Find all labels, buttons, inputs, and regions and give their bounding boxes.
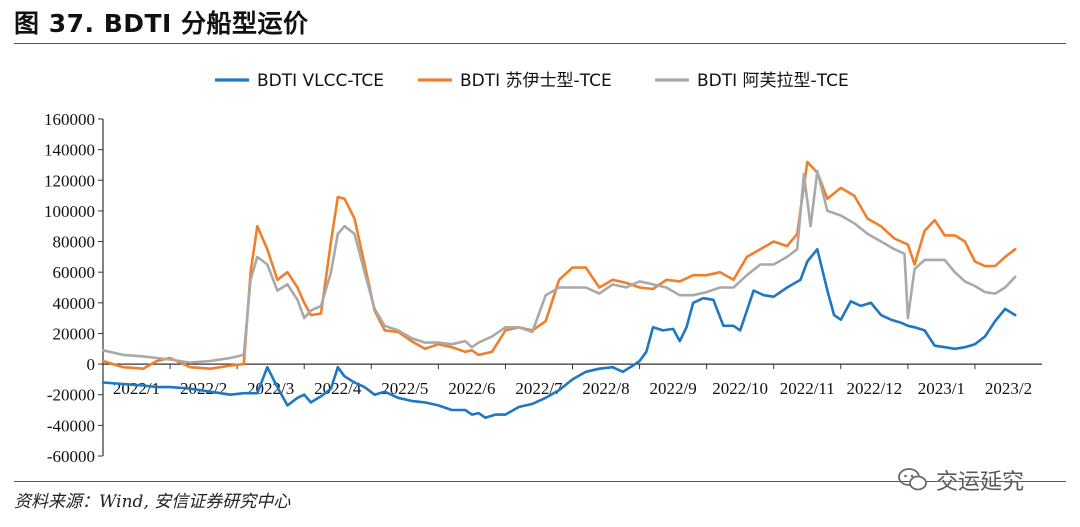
x-tick-label: 2022/10 xyxy=(712,379,768,398)
line-chart: BDTI VLCC-TCE BDTI 苏伊士型-TCE BDTI 阿芙拉型-TCE … xyxy=(44,71,1042,466)
chart-series xyxy=(101,160,1017,420)
y-tick-label: 160000 xyxy=(44,110,95,129)
x-tick-label: 2022/5 xyxy=(381,379,428,398)
watermark: 交运延究 xyxy=(898,460,1048,500)
wechat-icon xyxy=(898,468,927,491)
x-tick-label: 2023/2 xyxy=(985,379,1032,398)
x-tick-label: 2022/7 xyxy=(515,379,563,398)
x-tick-label: 2022/12 xyxy=(846,379,902,398)
y-tick-label: 40000 xyxy=(53,294,96,313)
source-divider xyxy=(14,481,1066,482)
x-tick-label: 2023/1 xyxy=(918,379,965,398)
title-divider xyxy=(14,43,1066,44)
y-tick-label: 60000 xyxy=(53,263,96,282)
x-tick-label: 2022/9 xyxy=(649,379,696,398)
y-tick-label: 100000 xyxy=(44,202,95,221)
series-line-3 xyxy=(101,169,1017,364)
chart-axes: -60000 -40000 -20000 0 20000 40000 60000 80000 1… xyxy=(44,110,1042,466)
y-tick-label: 0 xyxy=(87,355,96,374)
x-tick-label: 2022/11 xyxy=(780,379,835,398)
series-line-1 xyxy=(101,247,1017,420)
figure-title: 图 37. BDTI 分船型运价 xyxy=(14,9,309,38)
y-tick-label: 120000 xyxy=(44,171,95,190)
chart-legend: BDTI VLCC-TCE BDTI 苏伊士型-TCE BDTI 阿芙拉型-TCE xyxy=(215,71,849,91)
x-tick-label: 2022/1 xyxy=(113,379,160,398)
source-note: 资料来源：Wind, 安信证券研究中心 xyxy=(14,492,291,512)
y-tick-label: 20000 xyxy=(53,324,96,343)
y-tick-label: -60000 xyxy=(47,447,95,466)
y-tick-label: -20000 xyxy=(47,386,95,405)
x-tick-label: 2022/8 xyxy=(582,379,629,398)
watermark-text: 交运延究 xyxy=(936,470,1025,495)
y-tick-label: -40000 xyxy=(47,416,95,435)
x-tick-label: 2022/6 xyxy=(448,379,495,398)
y-tick-label: 80000 xyxy=(53,233,96,252)
x-tick-label: 2022/3 xyxy=(247,379,294,398)
legend-label-3: BDTI 阿芙拉型-TCE xyxy=(697,71,849,91)
legend-label-1: BDTI VLCC-TCE xyxy=(257,71,384,91)
legend-label-2: BDTI 苏伊士型-TCE xyxy=(460,71,612,91)
y-tick-label: 140000 xyxy=(44,141,95,160)
series-line-2 xyxy=(101,160,1017,371)
